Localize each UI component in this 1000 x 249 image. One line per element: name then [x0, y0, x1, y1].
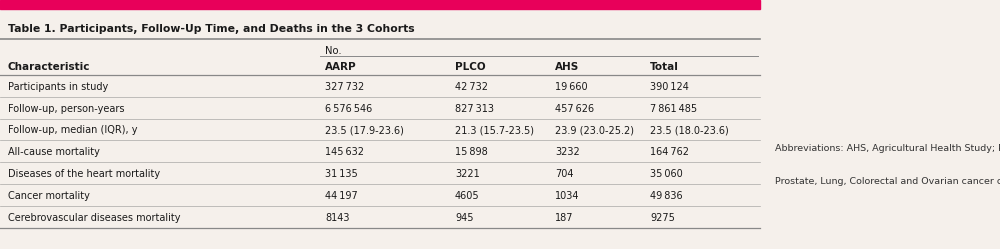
Text: 6 576 546: 6 576 546 — [325, 104, 372, 114]
Text: No.: No. — [325, 46, 342, 56]
Text: 1034: 1034 — [555, 191, 580, 201]
Text: 704: 704 — [555, 169, 574, 179]
Text: Diseases of the heart mortality: Diseases of the heart mortality — [8, 169, 160, 179]
Text: 4605: 4605 — [455, 191, 480, 201]
Text: Abbreviations: AHS, Agricultural Health Study; PLCO,: Abbreviations: AHS, Agricultural Health … — [775, 144, 1000, 153]
Text: Table 1. Participants, Follow-Up Time, and Deaths in the 3 Cohorts: Table 1. Participants, Follow-Up Time, a… — [8, 24, 415, 34]
Text: Characteristic: Characteristic — [8, 62, 90, 72]
Text: 44 197: 44 197 — [325, 191, 358, 201]
Text: 19 660: 19 660 — [555, 82, 588, 92]
Text: 23.5 (17.9-23.6): 23.5 (17.9-23.6) — [325, 125, 404, 135]
Text: 15 898: 15 898 — [455, 147, 488, 157]
Text: 3221: 3221 — [455, 169, 480, 179]
Text: 164 762: 164 762 — [650, 147, 689, 157]
Text: 945: 945 — [455, 213, 474, 223]
Text: All-cause mortality: All-cause mortality — [8, 147, 100, 157]
Text: Cancer mortality: Cancer mortality — [8, 191, 90, 201]
Text: 31 135: 31 135 — [325, 169, 358, 179]
Text: AHS: AHS — [555, 62, 579, 72]
Text: PLCO: PLCO — [455, 62, 486, 72]
Text: Total: Total — [650, 62, 679, 72]
Text: 8143: 8143 — [325, 213, 350, 223]
Text: Follow-up, person-years: Follow-up, person-years — [8, 104, 124, 114]
Text: 49 836: 49 836 — [650, 191, 683, 201]
Text: 3232: 3232 — [555, 147, 580, 157]
Text: 35 060: 35 060 — [650, 169, 683, 179]
Text: Participants in study: Participants in study — [8, 82, 108, 92]
Text: Cerebrovascular diseases mortality: Cerebrovascular diseases mortality — [8, 213, 180, 223]
Text: 21.3 (15.7-23.5): 21.3 (15.7-23.5) — [455, 125, 534, 135]
Text: 327 732: 327 732 — [325, 82, 364, 92]
Text: 145 632: 145 632 — [325, 147, 364, 157]
Text: AARP: AARP — [325, 62, 357, 72]
Text: 7 861 485: 7 861 485 — [650, 104, 697, 114]
Text: 9275: 9275 — [650, 213, 675, 223]
Text: 23.9 (23.0-25.2): 23.9 (23.0-25.2) — [555, 125, 634, 135]
Text: Prostate, Lung, Colorectal and Ovarian cancer cohort.: Prostate, Lung, Colorectal and Ovarian c… — [775, 177, 1000, 186]
Text: 187: 187 — [555, 213, 574, 223]
Bar — [0, 0, 760, 9]
Text: 827 313: 827 313 — [455, 104, 494, 114]
Text: Follow-up, median (IQR), y: Follow-up, median (IQR), y — [8, 125, 138, 135]
Text: 42 732: 42 732 — [455, 82, 488, 92]
Text: 457 626: 457 626 — [555, 104, 594, 114]
Text: 23.5 (18.0-23.6): 23.5 (18.0-23.6) — [650, 125, 729, 135]
Text: 390 124: 390 124 — [650, 82, 689, 92]
